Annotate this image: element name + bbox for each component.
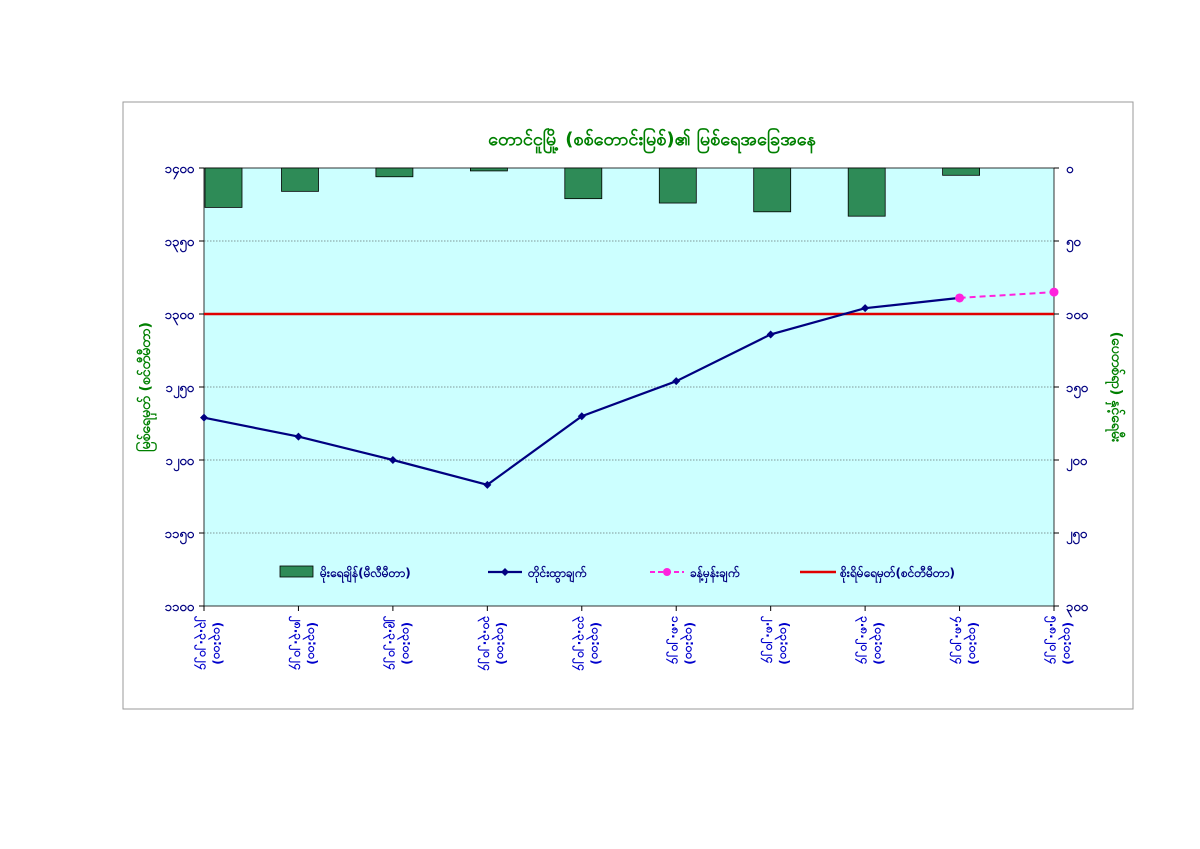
x-tick-label: ၂၉.၃.၂၀၂၄ [382,615,400,670]
rainfall-bar [658,167,697,204]
line-series-forecast [955,287,1059,303]
legend-label: မိုးရေချိန်(မီလီမီတာ) [319,564,411,584]
x-tick-label-group: ၂၈.၃.၂၀၂၄ (၀၃:၀၀) [287,615,319,670]
left-tick-label: ၁၃၀၀ [165,308,195,326]
legend-swatch-rainfall [279,565,314,578]
forecast-point [1049,287,1059,297]
x-tick-label: ၅.၈.၂၀၂၄ [1043,615,1061,664]
x-tick-label-group: ၃၁.၃.၂၀၂၄ (၀၃:၀၀) [571,616,603,671]
legend-marker-observed [501,568,509,576]
x-tick-label-group: ၂.၈.၂၀၂၄ (၀၃:၀၀) [760,615,792,665]
x-axis-ticks: ၂၃.၃.၂၀၂၄ (၀၃:၀၀) ၂၈.၃.၂၀၂၄ (၀၃:၀၀) ၂၉.၃.၂၀၂… [193,606,1075,671]
x-tick-label: ၃၁.၃.၂၀၂၄ [571,616,589,671]
rainfall-bar [847,167,886,217]
right-tick-label: ၃၀၀ [1066,600,1089,618]
rainfall-bar [469,167,508,172]
rainfall-bar [204,167,243,208]
x-tick-label: (၀၃:၀၀) [774,622,792,665]
x-tick-label-group: ၃.၈.၂၀၂၄ (၀၃:၀၀) [854,616,886,665]
left-tick-label: ၁၁၀၀ [165,600,195,615]
left-tick-label: ၁၃၅၀ [165,235,195,253]
x-tick-label-group: ၂၃.၃.၂၀၂၄ (၀၃:၀၀) [193,615,225,670]
x-tick-label: (၀၃:၀၀) [963,622,981,665]
rainfall-bar [375,167,414,178]
legend-label: စိုးရိမ်ရေမှတ်(စင်တီမီတာ) [839,564,955,584]
observed-point [577,412,586,421]
observed-point [766,330,775,339]
x-tick-label-group: ၅.၈.၂၀၂၄ (၀၃:၀၀) [1043,615,1075,665]
rainfall-bar [753,167,792,213]
x-tick-label-group: ၁.၈.၂၀၂၄ (၀၃:၀၀) [665,616,697,665]
legend-marker-forecast [663,568,671,576]
x-tick-label: ၃၀.၃.၂၀၂၄ [476,616,494,671]
x-tick-label: (၀၃:၀၀) [585,622,603,665]
observed-point [294,432,303,441]
x-tick-label: ၂၈.၃.၂၀၂၄ [287,615,305,670]
x-tick-label: (၀၃:၀၀) [207,622,225,665]
x-tick-label: ၂၃.၃.၂၀၂၄ [193,615,211,670]
x-tick-label: (၀၃:၀၀) [396,622,414,665]
x-tick-label: ၄.၈.၂၀၂၄ [949,615,967,664]
legend-label: တိုင်းထွာချက် [527,564,587,584]
forecast-point [955,293,965,303]
x-tick-label-group: ၂၉.၃.၂၀၂၄ (၀၃:၀၀) [382,615,414,670]
right-tick-label: ၁၅၀ [1066,381,1089,399]
x-tick-label: ၁.၈.၂၀၂၄ [665,616,683,664]
x-tick-label: ၂.၈.၂၀၂၄ [760,615,778,663]
y-axis-label-left: မြစ်ရေမှတ် (စင်တီမီတာ) [136,322,157,452]
observed-point [388,456,397,464]
observed-point [483,480,492,489]
right-tick-label: ၁၀၀ [1066,308,1089,323]
x-tick-label: ၃.၈.၂၀၂၄ [854,616,872,664]
x-tick-label: (၀၃:၀၀) [679,622,697,665]
legend-label: ခန့်မှန်းချက် [690,564,740,584]
rainfall-bar [942,167,980,176]
left-tick-label: ၁၄၀၀ [165,162,195,180]
observed-point [861,304,870,313]
left-tick-label: ၁၁၅၀ [165,527,195,545]
right-tick-label: ၂၀၀ [1066,454,1088,472]
rainfall-bar [281,167,319,192]
bar-series-rainfall [204,167,980,217]
x-tick-label: (၀၃:၀၀) [301,622,319,665]
left-axis-ticks: ၁၁၀၀ ၁၁၅၀ ၁၂၀၀ ၁၂၅၀ ၁၃၀၀ ၁၃၅၀ ၁၄၀၀ [165,162,204,615]
left-tick-label: ၁၂၀၀ [166,454,195,472]
forecast-line-path [959,291,1055,299]
right-tick-label: ၀ [1066,162,1074,177]
x-tick-label: (၀၃:၀၀) [490,622,508,665]
x-tick-label-group: ၄.၈.၂၀၂၄ (၀၃:၀၀) [949,615,981,665]
observed-point [200,413,208,422]
x-tick-label-group: ၃၀.၃.၂၀၂၄ (၀၃:၀၀) [476,616,508,671]
y-axis-label-right: (ပေတစ်ရာ) နှင့်ရေမီး [1105,332,1125,443]
right-tick-label: ၅၀ [1066,235,1081,253]
line-series-observed [200,293,964,489]
observed-point [672,377,681,386]
chart-title: တောင်ငူမြို့ (စစ်တောင်းမြစ်)၏ မြစ်ရေအခြေ… [488,127,816,154]
x-tick-label: (၀၃:၀၀) [1057,622,1075,665]
x-tick-label: (၀၃:၀၀) [868,622,886,665]
legend: မိုးရေချိန်(မီလီမီတာ) တိုင်းထွာချက် ခန့်မှ… [279,564,955,584]
left-tick-label: ၁၂၅၀ [166,381,195,399]
right-tick-label: ၂၅၀ [1066,527,1088,545]
rainfall-bar [564,167,603,200]
